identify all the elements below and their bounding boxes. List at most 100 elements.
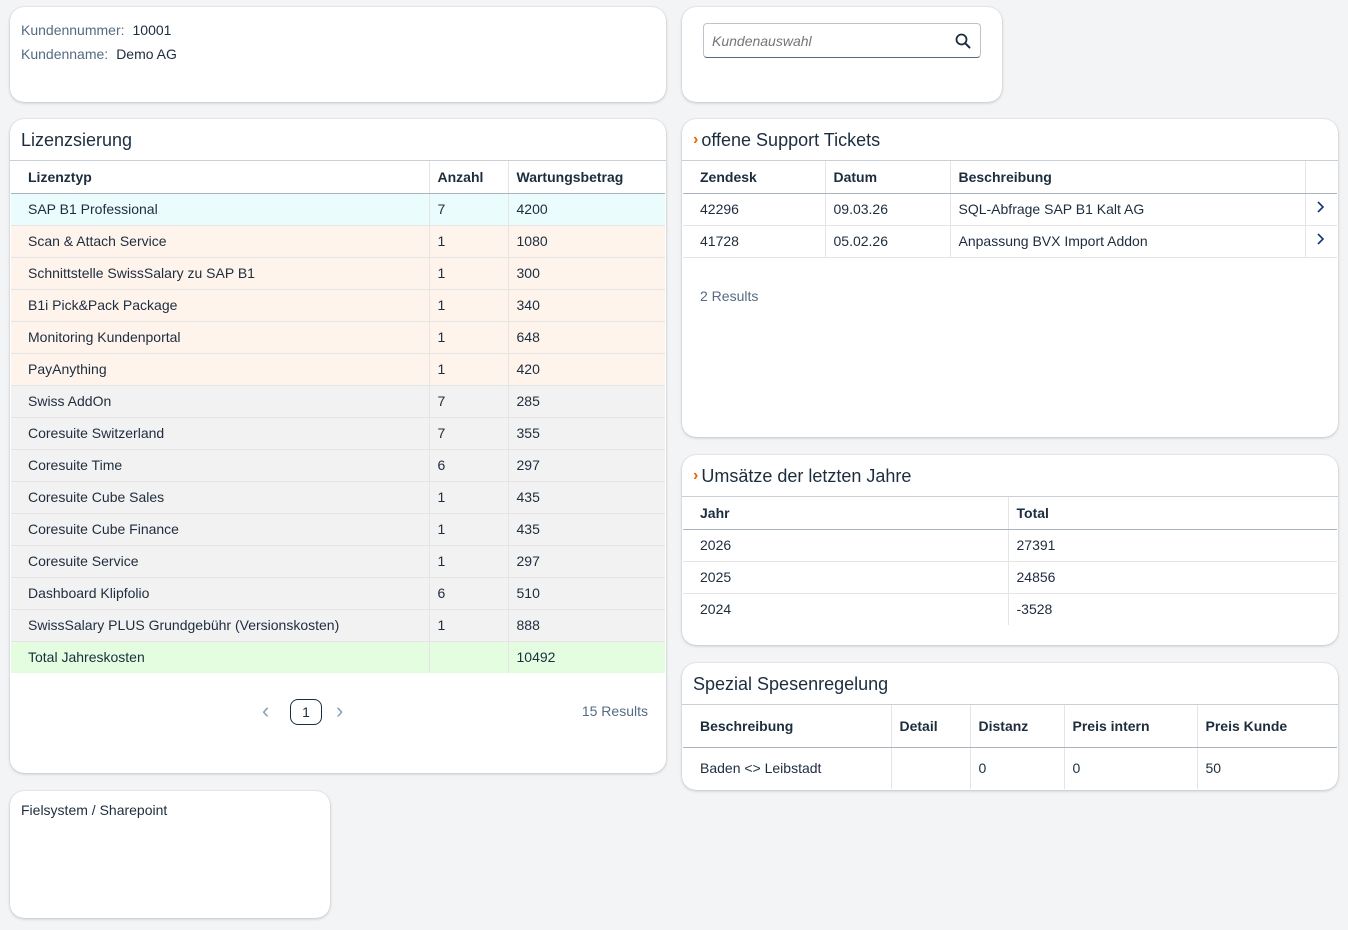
license-count bbox=[429, 641, 509, 673]
navigation-arrow-icon[interactable] bbox=[1305, 225, 1337, 258]
navigation-arrow-icon[interactable] bbox=[1305, 193, 1337, 226]
column-header-beschreibung[interactable]: Beschreibung bbox=[950, 161, 1306, 194]
license-maintenance: 888 bbox=[508, 609, 665, 642]
column-header-distanz[interactable]: Distanz bbox=[970, 705, 1065, 748]
ticket-description: SQL-Abfrage SAP B1 Kalt AG bbox=[950, 193, 1306, 226]
table-row: 2026 27391 bbox=[683, 529, 1337, 562]
expense-price-internal: 0 bbox=[1064, 747, 1198, 789]
next-page-icon[interactable]: › bbox=[336, 698, 344, 723]
ticket-date: 09.03.26 bbox=[825, 193, 951, 226]
column-header-beschreibung[interactable]: Beschreibung bbox=[683, 705, 892, 748]
license-count: 7 bbox=[429, 417, 509, 450]
support-tickets-card: › offene Support Tickets Zendesk Datum B… bbox=[682, 119, 1338, 437]
column-header-jahr[interactable]: Jahr bbox=[683, 497, 1009, 530]
column-header-detail[interactable]: Detail bbox=[891, 705, 971, 748]
license-maintenance: 510 bbox=[508, 577, 665, 610]
table-row[interactable]: 42296 09.03.26 SQL-Abfrage SAP B1 Kalt A… bbox=[683, 193, 1337, 226]
revenue-total: 24856 bbox=[1008, 561, 1337, 594]
revenue-year: 2024 bbox=[683, 593, 1009, 625]
license-type: Coresuite Service bbox=[11, 545, 430, 578]
column-header-preis-intern[interactable]: Preis intern bbox=[1064, 705, 1198, 748]
licensing-header-row: Lizenztyp Anzahl Wartungsbetrag bbox=[11, 161, 665, 194]
table-row: SwissSalary PLUS Grundgebühr (Versionsko… bbox=[11, 609, 665, 642]
table-row: PayAnything 1 420 bbox=[11, 353, 665, 386]
revenue-header-row: Jahr Total bbox=[683, 497, 1337, 530]
license-type: Total Jahreskosten bbox=[11, 641, 430, 673]
search-icon[interactable] bbox=[954, 32, 972, 50]
customer-search-field[interactable] bbox=[703, 23, 981, 58]
column-header-datum[interactable]: Datum bbox=[825, 161, 951, 194]
license-maintenance: 420 bbox=[508, 353, 665, 386]
license-maintenance: 648 bbox=[508, 321, 665, 354]
license-maintenance: 435 bbox=[508, 481, 665, 514]
revenue-title[interactable]: › Umsätze der letzten Jahre bbox=[682, 455, 1338, 497]
table-row: Schnittstelle SwissSalary zu SAP B1 1 300 bbox=[11, 257, 665, 290]
table-row: Scan & Attach Service 1 1080 bbox=[11, 225, 665, 258]
license-count: 1 bbox=[429, 545, 509, 578]
table-row: Baden <> Leibstadt 0 0 50 bbox=[683, 747, 1337, 789]
chevron-right-icon: › bbox=[693, 467, 699, 484]
support-tickets-title[interactable]: › offene Support Tickets bbox=[682, 119, 1338, 161]
licensing-card: Lizenzsierung Lizenztyp Anzahl Wartungsb… bbox=[10, 119, 666, 773]
license-type: Monitoring Kundenportal bbox=[11, 321, 430, 354]
license-count: 6 bbox=[429, 577, 509, 610]
customer-number-label: Kundennummer: bbox=[21, 22, 125, 38]
licensing-title: Lizenzsierung bbox=[10, 119, 666, 161]
license-type: Coresuite Cube Sales bbox=[11, 481, 430, 514]
table-row: 2025 24856 bbox=[683, 561, 1337, 594]
licensing-pagination: ‹ 1 › 15 Results bbox=[10, 697, 666, 727]
column-header-total[interactable]: Total bbox=[1008, 497, 1337, 530]
customer-info-card: Kundennummer: 10001 Kundenname: Demo AG bbox=[10, 7, 666, 102]
table-row: Coresuite Cube Sales 1 435 bbox=[11, 481, 665, 514]
license-count: 7 bbox=[429, 193, 509, 226]
license-maintenance: 340 bbox=[508, 289, 665, 322]
column-header-preis-kunde[interactable]: Preis Kunde bbox=[1197, 705, 1337, 748]
license-maintenance: 297 bbox=[508, 449, 665, 482]
license-maintenance: 1080 bbox=[508, 225, 665, 258]
license-type: SAP B1 Professional bbox=[11, 193, 430, 226]
expenses-header-row: Beschreibung Detail Distanz Preis intern… bbox=[683, 705, 1337, 748]
license-count: 1 bbox=[429, 321, 509, 354]
revenue-year: 2026 bbox=[683, 529, 1009, 562]
table-row: SAP B1 Professional 7 4200 bbox=[11, 193, 665, 226]
license-maintenance: 285 bbox=[508, 385, 665, 418]
table-row: 2024 -3528 bbox=[683, 593, 1337, 625]
revenue-card: › Umsätze der letzten Jahre Jahr Total 2… bbox=[682, 455, 1338, 645]
license-maintenance: 10492 bbox=[508, 641, 665, 673]
license-count: 1 bbox=[429, 225, 509, 258]
licensing-results-count: 15 Results bbox=[581, 703, 648, 719]
license-count: 1 bbox=[429, 481, 509, 514]
page-number-button[interactable]: 1 bbox=[290, 699, 322, 725]
license-count: 1 bbox=[429, 609, 509, 642]
column-header-wartungsbetrag[interactable]: Wartungsbetrag bbox=[508, 161, 665, 194]
support-tickets-table: Zendesk Datum Beschreibung 42296 09.03.2… bbox=[683, 161, 1337, 258]
license-maintenance: 355 bbox=[508, 417, 665, 450]
column-header-nav bbox=[1305, 161, 1337, 194]
license-count: 1 bbox=[429, 353, 509, 386]
table-row: Swiss AddOn 7 285 bbox=[11, 385, 665, 418]
ticket-id: 42296 bbox=[683, 193, 826, 226]
filesystem-card: Fielsystem / Sharepoint bbox=[10, 791, 330, 918]
license-maintenance: 300 bbox=[508, 257, 665, 290]
revenue-total: -3528 bbox=[1016, 601, 1053, 618]
customer-search-input[interactable] bbox=[712, 32, 954, 49]
license-count: 1 bbox=[429, 289, 509, 322]
table-row: Coresuite Cube Finance 1 435 bbox=[11, 513, 665, 546]
license-count: 7 bbox=[429, 385, 509, 418]
ticket-id: 41728 bbox=[683, 225, 826, 258]
table-row: Total Jahreskosten 10492 bbox=[11, 641, 665, 673]
license-maintenance: 297 bbox=[508, 545, 665, 578]
license-type: Dashboard Klipfolio bbox=[11, 577, 430, 610]
table-row: Dashboard Klipfolio 6 510 bbox=[11, 577, 665, 610]
column-header-zendesk[interactable]: Zendesk bbox=[683, 161, 826, 194]
revenue-title-text: Umsätze der letzten Jahre bbox=[701, 465, 912, 486]
expenses-table: Beschreibung Detail Distanz Preis intern… bbox=[683, 705, 1337, 789]
license-count: 1 bbox=[429, 257, 509, 290]
expense-price-customer: 50 bbox=[1205, 760, 1222, 777]
column-header-anzahl[interactable]: Anzahl bbox=[429, 161, 509, 194]
table-row[interactable]: 41728 05.02.26 Anpassung BVX Import Addo… bbox=[683, 225, 1337, 258]
table-row: Coresuite Switzerland 7 355 bbox=[11, 417, 665, 450]
license-count: 6 bbox=[429, 449, 509, 482]
prev-page-icon[interactable]: ‹ bbox=[262, 698, 270, 723]
column-header-lizenztyp[interactable]: Lizenztyp bbox=[11, 161, 430, 194]
